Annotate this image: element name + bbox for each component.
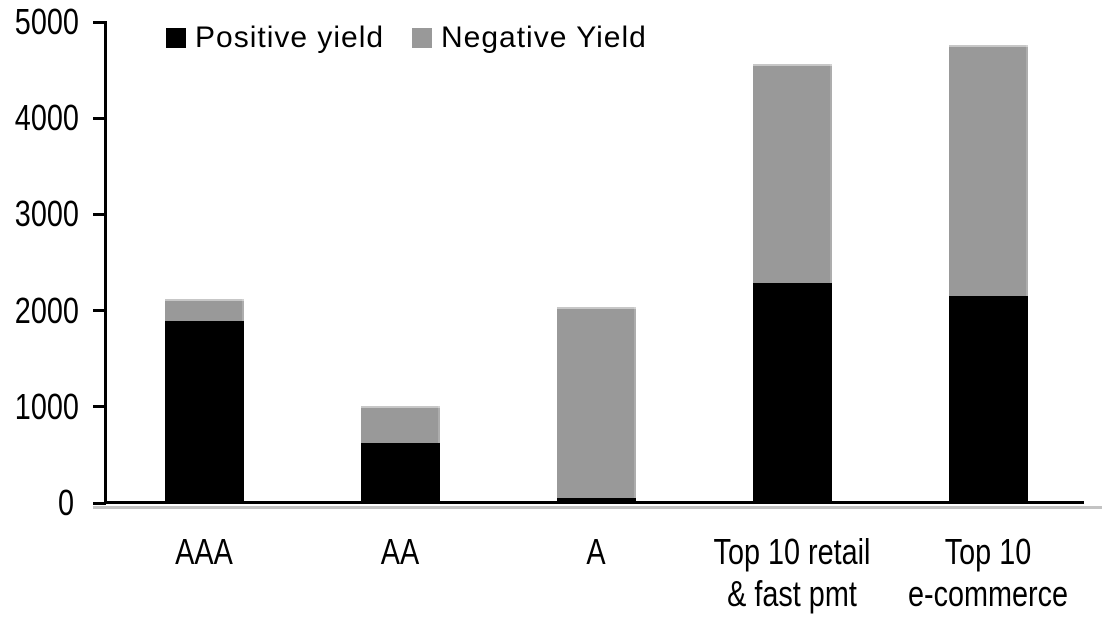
x-axis-category-label: Top 10 retail & fast pmt — [713, 531, 871, 614]
legend-label-positive-yield: Positive yield — [195, 21, 385, 54]
x-axis-category-label: AAA — [175, 531, 233, 572]
y-axis-tick — [93, 309, 106, 313]
y-axis-tick-label: 5000 — [14, 1, 79, 42]
bar-segment-positive-yield — [556, 498, 636, 503]
legend-item-positive-yield: Positive yield — [166, 21, 385, 54]
y-axis-tick — [93, 116, 106, 120]
positive-yield-swatch-icon — [166, 28, 186, 48]
bar-segment-negative-yield — [752, 64, 832, 283]
y-axis-tick — [93, 212, 106, 216]
y-axis-tick — [93, 405, 106, 409]
bar-segment-negative-yield — [948, 45, 1028, 297]
bar-segment-positive-yield — [164, 321, 244, 503]
y-axis-tick-label: 1000 — [14, 385, 79, 427]
legend-item-negative-yield: Negative Yield — [412, 21, 647, 54]
bar-segment-positive-yield — [948, 296, 1028, 503]
bar-segment-negative-yield — [164, 299, 244, 322]
y-axis-tick — [93, 501, 106, 505]
y-axis-tick-label: 3000 — [14, 193, 79, 235]
legend-label-negative-yield: Negative Yield — [441, 21, 647, 54]
bar-segment-negative-yield — [360, 406, 440, 444]
bar-segment-positive-yield — [360, 443, 440, 503]
bar-segment-negative-yield — [556, 307, 636, 499]
y-axis-tick — [93, 20, 106, 24]
y-axis-line — [104, 21, 107, 504]
y-axis-tick-label: 4000 — [14, 97, 79, 139]
negative-yield-swatch-icon — [412, 28, 432, 48]
x-axis-category-label: Top 10 e-commerce — [907, 531, 1069, 614]
bar-segment-positive-yield — [752, 282, 832, 503]
x-axis-category-label: AA — [380, 531, 420, 572]
x-axis-category-label: A — [586, 531, 606, 572]
x-axis-shadow-line — [93, 506, 1102, 509]
y-axis-tick-label: 0 — [57, 482, 74, 523]
y-axis-tick-label: 2000 — [14, 289, 79, 331]
